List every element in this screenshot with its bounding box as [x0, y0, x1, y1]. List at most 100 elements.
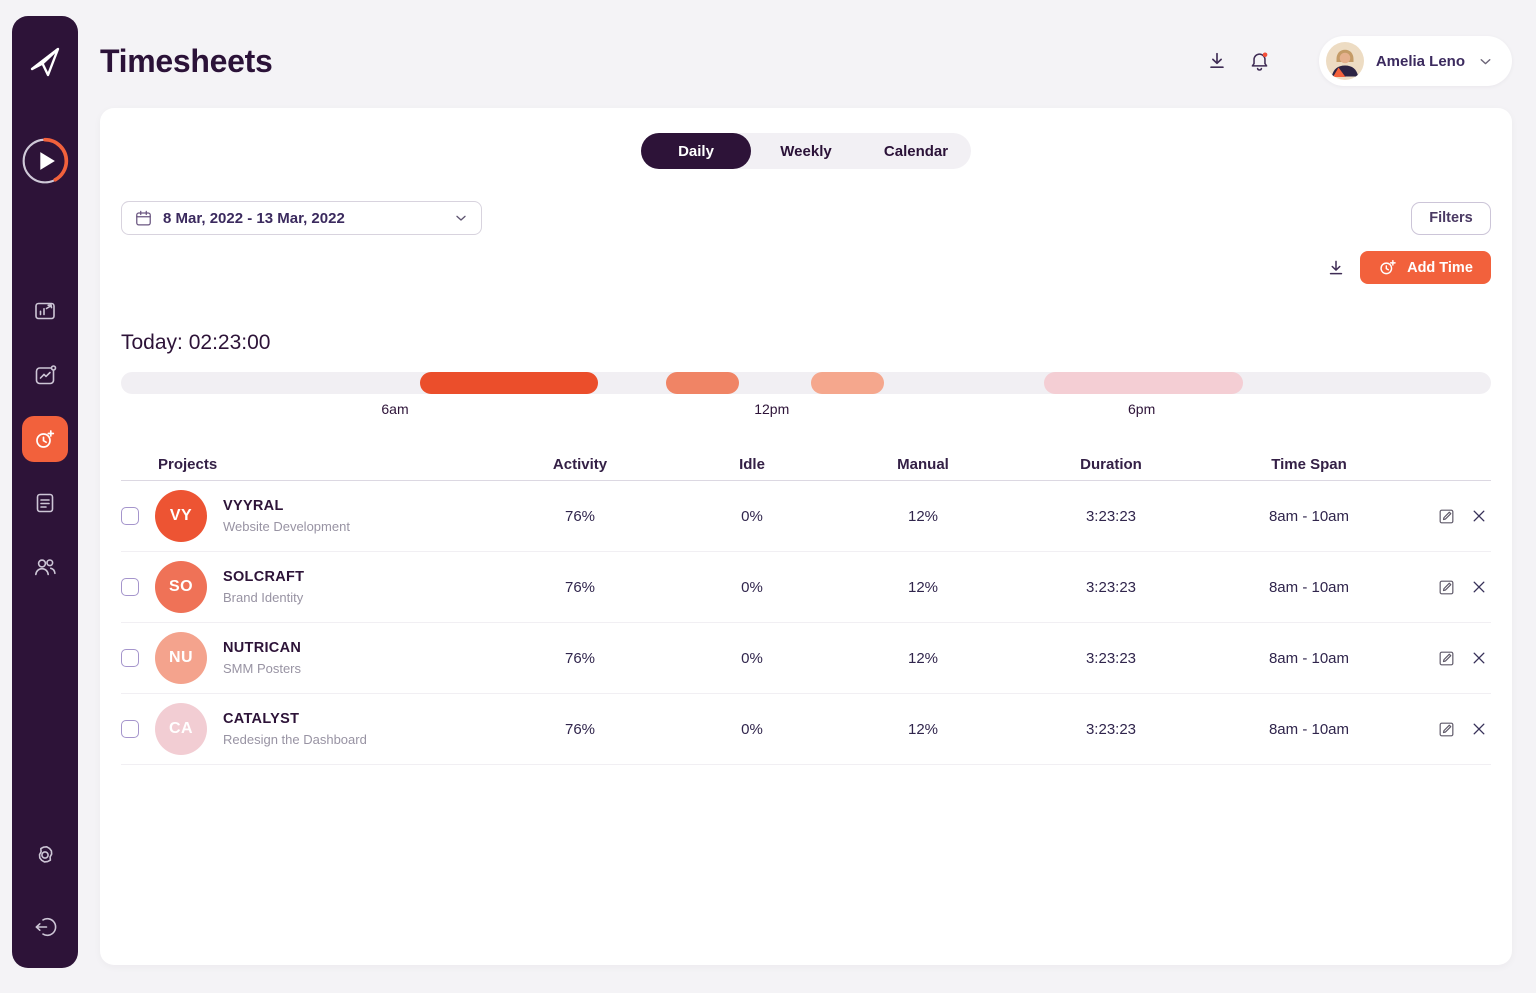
tab-weekly[interactable]: Weekly	[751, 133, 861, 169]
delete-entry-button[interactable]	[1471, 721, 1487, 737]
dashboard-icon	[33, 299, 57, 323]
project-cell: CA CATALYST Redesign the Dashboard	[155, 703, 475, 755]
edit-entry-button[interactable]	[1437, 507, 1456, 526]
edit-entry-button[interactable]	[1437, 578, 1456, 597]
chevron-down-icon	[453, 210, 469, 226]
activity-value: 76%	[564, 720, 596, 738]
manual-value: 12%	[907, 720, 939, 738]
row-checkbox[interactable]	[121, 649, 139, 667]
manual-value: 12%	[907, 507, 939, 525]
row-checkbox[interactable]	[121, 507, 139, 525]
manual-value: 12%	[907, 578, 939, 596]
project-cell: NU NUTRICAN SMM Posters	[155, 632, 475, 684]
tick-6pm: 6pm	[1128, 401, 1156, 417]
tick-6am: 6am	[381, 401, 409, 417]
sidebar-item-dashboard[interactable]	[22, 288, 68, 334]
timesheet-card: Daily Weekly Calendar 8 Mar, 2022 - 13 M…	[100, 108, 1512, 965]
sidebar-item-analytics[interactable]	[22, 352, 68, 398]
delete-entry-button[interactable]	[1471, 508, 1487, 524]
tab-calendar[interactable]: Calendar	[861, 133, 971, 169]
edit-icon	[1437, 649, 1456, 668]
idle-value: 0%	[741, 578, 763, 596]
timeline-ticks: 6am 12pm 6pm	[121, 397, 1491, 421]
delete-entry-button[interactable]	[1471, 650, 1487, 666]
project-cell: VY VYYRAL Website Development	[155, 490, 475, 542]
idle-value: 0%	[741, 649, 763, 667]
timesheet-table: Projects Activity Idle Manual Duration T…	[121, 449, 1491, 765]
sidebar-item-team[interactable]	[22, 544, 68, 590]
logout-icon	[33, 915, 57, 939]
date-range-value: 8 Mar, 2022 - 13 Mar, 2022	[163, 209, 345, 227]
page-title: Timesheets	[100, 42, 273, 79]
project-name: NUTRICAN	[223, 640, 302, 656]
project-subtitle: SMM Posters	[223, 661, 302, 676]
project-avatar: VY	[155, 490, 207, 542]
edit-icon	[1437, 507, 1456, 526]
date-range-picker[interactable]: 8 Mar, 2022 - 13 Mar, 2022	[121, 201, 482, 235]
header-download-button[interactable]	[1206, 50, 1228, 72]
row-actions	[1423, 720, 1491, 739]
project-subtitle: Website Development	[223, 519, 350, 534]
timespan-value: 8am - 10am	[1268, 578, 1350, 596]
idle-value: 0%	[741, 720, 763, 738]
row-actions	[1423, 507, 1491, 526]
timeline-segment	[419, 372, 598, 394]
column-projects: Projects	[158, 456, 218, 473]
column-manual: Manual	[897, 456, 949, 473]
actions-row: Add Time	[121, 251, 1491, 284]
app-logo[interactable]	[25, 42, 65, 82]
tab-daily[interactable]: Daily	[641, 133, 751, 169]
user-avatar	[1325, 42, 1364, 80]
edit-icon	[1437, 720, 1456, 739]
delete-entry-button[interactable]	[1471, 579, 1487, 595]
today-time: 02:23:00	[188, 331, 271, 354]
project-subtitle: Brand Identity	[223, 590, 304, 605]
sidebar	[12, 16, 78, 968]
sidebar-item-timesheets[interactable]	[22, 416, 68, 462]
row-checkbox[interactable]	[121, 578, 139, 596]
close-icon	[1471, 721, 1487, 737]
today-label: Today:	[121, 331, 189, 354]
timeline-segment	[666, 372, 739, 394]
row-checkbox[interactable]	[121, 720, 139, 738]
download-icon	[1326, 258, 1346, 278]
sidebar-item-settings[interactable]	[22, 832, 68, 878]
table-row: VY VYYRAL Website Development 76% 0% 12%…	[121, 481, 1491, 552]
project-name: CATALYST	[223, 711, 300, 727]
add-time-button[interactable]: Add Time	[1360, 251, 1491, 284]
export-download-button[interactable]	[1326, 258, 1346, 278]
column-activity: Activity	[552, 456, 608, 473]
tick-12pm: 12pm	[754, 401, 790, 417]
column-idle: Idle	[739, 456, 765, 473]
table-header: Projects Activity Idle Manual Duration T…	[121, 449, 1491, 481]
sidebar-item-reports[interactable]	[22, 480, 68, 526]
timeline-segment	[1044, 372, 1244, 394]
edit-entry-button[interactable]	[1437, 720, 1456, 739]
manual-value: 12%	[907, 649, 939, 667]
notifications-button[interactable]	[1248, 50, 1271, 73]
close-icon	[1471, 579, 1487, 595]
row-actions	[1423, 578, 1491, 597]
row-actions	[1423, 649, 1491, 668]
day-timeline	[121, 372, 1491, 394]
filters-button[interactable]: Filters	[1411, 201, 1491, 235]
topbar-actions: Amelia Leno	[1206, 36, 1512, 86]
analytics-icon	[33, 363, 57, 387]
timer-play-button[interactable]	[20, 136, 70, 186]
column-duration: Duration	[1080, 456, 1142, 473]
play-progress-icon	[20, 136, 70, 186]
view-tabs: Daily Weekly Calendar	[641, 133, 971, 169]
logo-icon	[25, 42, 65, 82]
settings-icon	[33, 843, 57, 867]
user-name: Amelia Leno	[1375, 52, 1465, 70]
user-menu[interactable]: Amelia Leno	[1318, 36, 1512, 86]
edit-entry-button[interactable]	[1437, 649, 1456, 668]
topbar: Timesheets	[100, 0, 1512, 92]
project-cell: SO SOLCRAFT Brand Identity	[155, 561, 475, 613]
timespan-value: 8am - 10am	[1268, 507, 1350, 525]
team-icon	[33, 555, 57, 579]
duration-value: 3:23:23	[1085, 649, 1137, 667]
sidebar-item-logout[interactable]	[22, 904, 68, 950]
timespan-value: 8am - 10am	[1268, 720, 1350, 738]
edit-icon	[1437, 578, 1456, 597]
